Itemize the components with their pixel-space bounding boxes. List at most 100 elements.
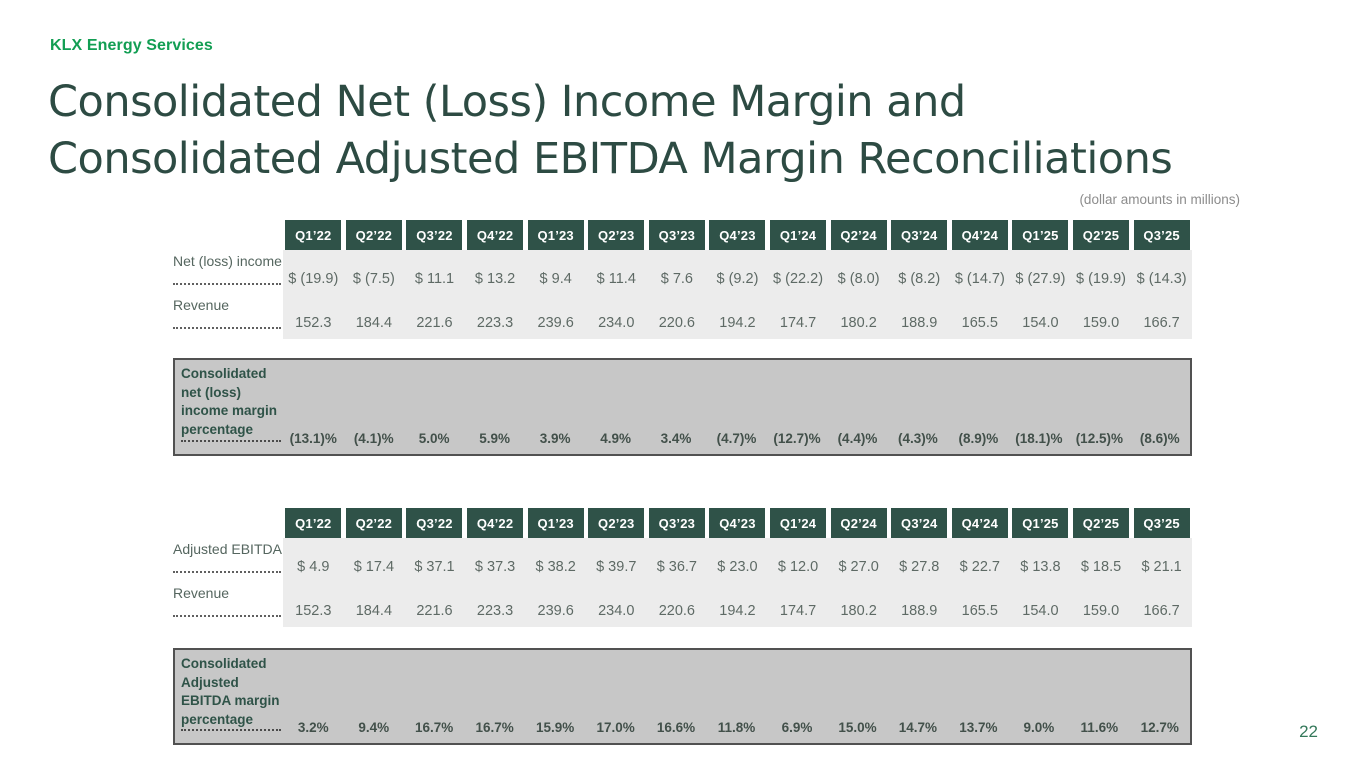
value-cell: 184.4	[355, 603, 393, 619]
margin-label-line: net (loss)	[181, 384, 242, 400]
margin-value-cell: 15.9%	[535, 720, 575, 735]
value-cell: 165.5	[961, 603, 998, 619]
value-cell: $ 39.7	[596, 559, 637, 575]
net-income-margin-band: Consolidated net (loss) income margin perce…	[173, 358, 1192, 456]
value-cell: $ (14.3)	[1136, 271, 1187, 287]
margin-value-cell: (12.7)%	[773, 431, 821, 446]
quarter-header-cell: Q3’22	[406, 220, 463, 250]
value-cell: $ 17.4	[353, 559, 395, 575]
margin-value-cell: 16.6%	[656, 720, 696, 735]
margin-label-line: percentage	[181, 421, 254, 437]
margin-value-cell: 13.7%	[959, 720, 998, 735]
quarter-header-cell: Q1’23	[527, 220, 584, 250]
row-values: 152.3 184.4 221.6 223.3 239.6 234.0 220.6 194.2…	[283, 582, 1192, 626]
value-cell: $ 7.6	[660, 271, 693, 287]
value-cell: 223.3	[476, 315, 514, 331]
page-title-line1: Consolidated Net (Loss) Income Margin an…	[48, 77, 966, 127]
quarter-header-cell: Q3’23	[648, 508, 705, 538]
page-title-line2: Consolidated Adjusted EBITDA Margin Reco…	[48, 134, 1173, 184]
value-cell: $ 21.1	[1141, 559, 1182, 575]
row-label: Revenue	[173, 294, 283, 338]
quarter-header-cell: Q1’25	[1012, 508, 1069, 538]
value-cell: $ 13.8	[1020, 559, 1061, 575]
dotted-leader	[181, 729, 281, 731]
row-label-text: Revenue	[173, 585, 230, 601]
dotted-leader	[173, 283, 281, 285]
value-cell: $ 36.7	[656, 559, 698, 575]
value-cell: 194.2	[719, 315, 756, 331]
value-cell: 152.3	[295, 603, 332, 619]
quarter-header-cell: Q2’24	[830, 220, 887, 250]
row-values: $ (19.9) $ (7.5) $ 11.1 $ 13.2 $ 9.4 $ 11.4 $ …	[283, 250, 1192, 294]
value-cell: 221.6	[416, 603, 453, 619]
value-cell: $ 37.3	[474, 559, 516, 575]
ebitda-margin-band: Consolidated Adjusted EBITDA margin percent…	[173, 648, 1192, 745]
quarter-header-cell: Q2’25	[1073, 220, 1130, 250]
quarter-header-cell: Q3’23	[648, 220, 705, 250]
quarter-header-cells: Q1’22 Q2’22 Q3’22 Q4’22 Q1’23 Q2’23 Q3’23 Q4’23…	[283, 508, 1192, 538]
value-cell: $ (9.2)	[716, 271, 759, 287]
quarter-header-cell: Q3’24	[891, 508, 948, 538]
value-cell: 166.7	[1143, 603, 1180, 619]
margin-label-line: Adjusted	[181, 674, 239, 690]
margin-value-cell: 16.7%	[475, 720, 514, 735]
header-label-spacer	[173, 508, 283, 538]
margin-label-line: income margin	[181, 403, 278, 418]
ebitda-table: Q1’22 Q2’22 Q3’22 Q4’22 Q1’23 Q2’23 Q3’23 Q4’23…	[173, 508, 1192, 627]
margin-value-cell: 15.0%	[838, 720, 877, 735]
margin-value-cell: 3.4%	[660, 431, 692, 446]
margin-value-cell: 16.7%	[415, 720, 454, 735]
quarter-header-cell: Q1’25	[1012, 220, 1069, 250]
quarter-header-cell: Q2’22	[345, 508, 402, 538]
table-row: Adjusted EBITDA $ 4.9 $ 17.4 $ 37.1 $ 37.3 $…	[173, 538, 1192, 582]
value-cell: $ (8.0)	[837, 271, 880, 287]
margin-value-cell: 5.0%	[418, 431, 450, 446]
value-cell: 220.6	[658, 603, 695, 619]
value-cell: $ 4.9	[297, 559, 330, 575]
value-cell: $ 27.0	[838, 559, 879, 575]
quarter-header-cell: Q4’23	[709, 508, 766, 538]
margin-value-cell: 11.6%	[1080, 720, 1119, 735]
row-label: Net (loss) income	[173, 250, 283, 294]
dotted-leader	[173, 327, 281, 329]
margin-value-cell: 5.9%	[479, 431, 511, 446]
quarter-header-cell: Q1’24	[770, 508, 827, 538]
table-row: Revenue 152.3 184.4 221.6 223.3 239.6 234.0 22…	[173, 294, 1192, 338]
quarter-header-cell: Q2’25	[1073, 508, 1130, 538]
quarter-header-row: Q1’22 Q2’22 Q3’22 Q4’22 Q1’23 Q2’23 Q3’23 Q4’23…	[173, 508, 1192, 538]
value-cell: $ 11.4	[596, 271, 636, 287]
quarter-header-cell: Q2’24	[830, 508, 887, 538]
value-cell: 220.6	[658, 315, 695, 331]
value-cell: 152.3	[295, 315, 332, 331]
value-cell: $ (22.2)	[773, 271, 824, 287]
row-background	[283, 250, 1192, 339]
value-cell: 223.3	[476, 603, 514, 619]
quarter-header-cell: Q4’22	[467, 220, 524, 250]
row-values: $ 4.9 $ 17.4 $ 37.1 $ 37.3 $ 38.2 $ 39.7 $ 36.…	[283, 538, 1192, 582]
quarter-header-cell: Q2’23	[588, 220, 645, 250]
quarter-header-cell: Q4’24	[951, 220, 1008, 250]
margin-value-cell: 3.9%	[539, 431, 571, 446]
quarter-header-cell: Q1’23	[527, 508, 584, 538]
dotted-leader	[173, 615, 281, 617]
value-cell: 180.2	[840, 315, 877, 331]
margin-value-cell: 3.2%	[297, 720, 329, 735]
margin-value-cell: (4.7)%	[716, 431, 757, 446]
margin-value-cell: 4.9%	[600, 431, 631, 446]
quarter-header-row: Q1’22 Q2’22 Q3’22 Q4’22 Q1’23 Q2’23 Q3’23 Q4’23…	[173, 220, 1192, 250]
value-cell: 165.5	[961, 315, 998, 331]
value-cell: 194.2	[719, 603, 756, 619]
value-cell: 188.9	[901, 315, 938, 331]
quarter-header-cell: Q3’25	[1133, 508, 1190, 538]
quarter-header-cell: Q3’24	[891, 220, 948, 250]
header-label-spacer	[173, 220, 283, 250]
margin-value-cell: 12.7%	[1140, 720, 1179, 735]
margin-band-values: 3.2% 9.4% 16.7% 16.7% 15.9% 17.0% 16.6% 11.8% 6.…	[283, 720, 1190, 738]
value-cell: $ 37.1	[414, 559, 455, 575]
margin-band-label: Consolidated net (loss) income margin perce…	[181, 365, 277, 439]
value-cell: 159.0	[1082, 315, 1120, 331]
quarter-header-cell: Q4’22	[467, 508, 524, 538]
margin-value-cell: 6.9%	[781, 720, 813, 735]
value-cell: 221.6	[416, 315, 453, 331]
